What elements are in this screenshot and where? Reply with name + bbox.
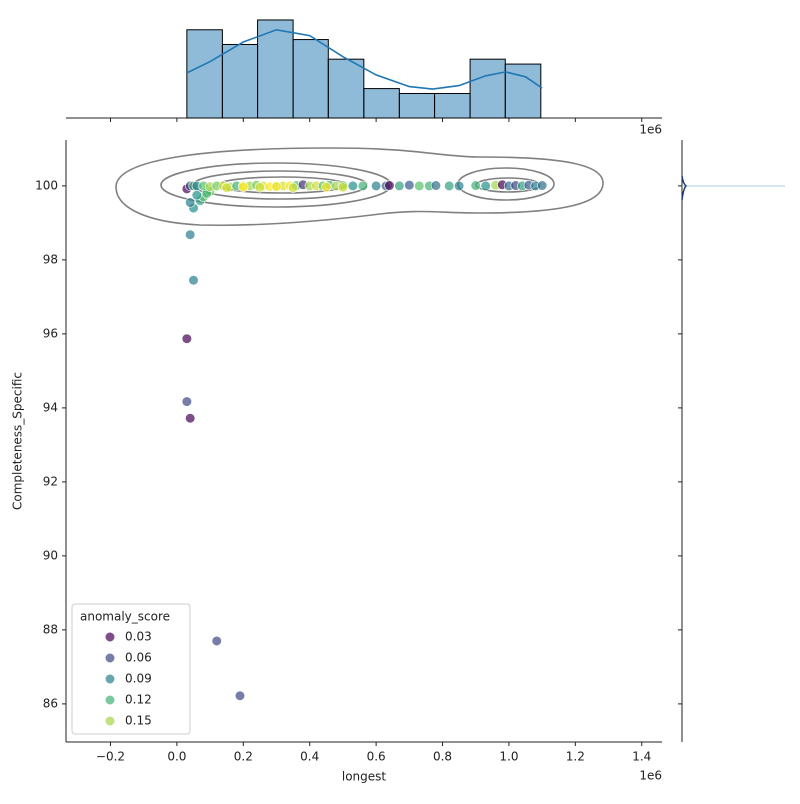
y-tick-label: 96 bbox=[43, 326, 58, 340]
legend-title: anomaly_score bbox=[80, 610, 170, 624]
y-tick-label: 88 bbox=[43, 622, 58, 636]
histogram-bar bbox=[327, 58, 365, 119]
top-marginal-offset-label: 1e6 bbox=[639, 123, 662, 137]
legend-label: 0.09 bbox=[125, 672, 152, 686]
legend-marker bbox=[104, 652, 116, 664]
scatter-point bbox=[337, 182, 349, 193]
histogram-bar bbox=[504, 63, 542, 119]
scatter-point bbox=[444, 180, 455, 191]
scatter-point bbox=[537, 180, 548, 191]
scatter-point bbox=[404, 180, 415, 191]
legend-marker bbox=[104, 673, 116, 685]
scatter-point bbox=[288, 182, 299, 193]
scatter-point bbox=[347, 180, 358, 191]
histogram-bar bbox=[363, 88, 400, 119]
legend: anomaly_score 0.03 0.06 0.09 0.12 0.15 bbox=[71, 603, 191, 735]
x-tick-label: 1.2 bbox=[566, 750, 585, 764]
scatter-point bbox=[384, 180, 395, 191]
histogram-bar bbox=[186, 29, 223, 119]
scatter-point bbox=[188, 275, 199, 286]
y-tick-label: 92 bbox=[43, 474, 58, 488]
scatter-point bbox=[181, 333, 192, 344]
legend-marker bbox=[104, 715, 116, 727]
y-tick-label: 90 bbox=[43, 548, 58, 562]
x-tick-label: 0.8 bbox=[433, 750, 452, 764]
x-tick-label: 1.4 bbox=[632, 750, 651, 764]
scatter-point bbox=[470, 180, 481, 191]
x-tick-label: 0.4 bbox=[300, 750, 319, 764]
x-axis-label: longest bbox=[342, 770, 387, 784]
histogram-bar bbox=[257, 19, 294, 119]
histogram-bar bbox=[469, 58, 506, 119]
scatter-point bbox=[454, 180, 465, 191]
legend-label: 0.03 bbox=[125, 630, 152, 644]
scatter-point bbox=[480, 180, 491, 191]
legend-label: 0.15 bbox=[125, 714, 152, 728]
scatter-point bbox=[394, 180, 405, 191]
scatter-point bbox=[185, 413, 196, 424]
scatter-point bbox=[371, 180, 382, 191]
x-tick-label: 1.0 bbox=[499, 750, 518, 764]
histogram-bar bbox=[434, 92, 471, 119]
scatter-point bbox=[181, 396, 192, 407]
right-marginal-kde bbox=[681, 175, 688, 201]
scatter-point bbox=[185, 229, 196, 240]
legend-marker bbox=[104, 631, 116, 643]
scatter-point bbox=[357, 180, 368, 191]
x-tick-label: −0.2 bbox=[96, 750, 125, 764]
y-tick-label: 98 bbox=[43, 252, 58, 266]
scatter-point bbox=[234, 690, 246, 701]
scatter-point bbox=[211, 635, 222, 647]
y-tick-label: 94 bbox=[43, 400, 58, 414]
x-offset-label: 1e6 bbox=[639, 769, 662, 783]
x-tick-label: 0.6 bbox=[367, 750, 386, 764]
contour bbox=[115, 147, 604, 227]
legend-label: 0.12 bbox=[125, 693, 152, 707]
legend-frame bbox=[71, 603, 191, 735]
scatter-point bbox=[191, 190, 202, 201]
scatter-point bbox=[414, 180, 425, 191]
scatter-point bbox=[185, 197, 196, 208]
scatter-point bbox=[238, 181, 249, 193]
scatter-point bbox=[221, 182, 232, 193]
kde-line bbox=[186, 28, 543, 90]
histogram-bar bbox=[398, 92, 436, 119]
scatter-point bbox=[271, 181, 282, 192]
histogram-bar bbox=[221, 43, 259, 119]
x-tick-label: 0.0 bbox=[167, 750, 186, 764]
y-axis-label: Completeness_Specific bbox=[11, 372, 25, 510]
y-tick-label: 86 bbox=[43, 696, 58, 710]
scatter-point bbox=[321, 181, 332, 193]
legend-label: 0.06 bbox=[125, 651, 152, 665]
scatter-point bbox=[430, 180, 441, 191]
legend-marker bbox=[104, 694, 116, 706]
x-tick-label: 0.2 bbox=[234, 750, 253, 764]
scatter-point bbox=[254, 182, 266, 193]
histogram-bar bbox=[292, 39, 329, 119]
y-tick-label: 100 bbox=[35, 178, 58, 192]
